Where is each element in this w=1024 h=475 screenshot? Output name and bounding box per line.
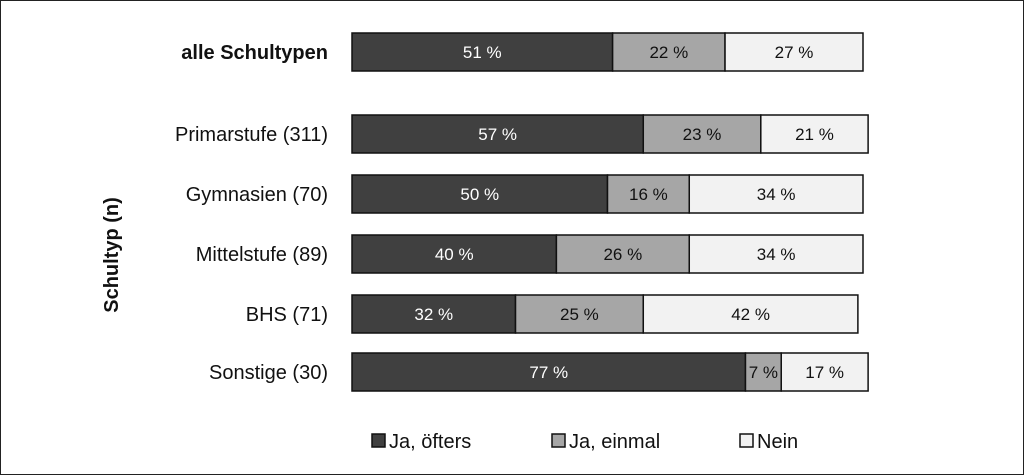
bar-segment bbox=[642, 294, 859, 334]
data-label: 23 % bbox=[683, 125, 722, 144]
data-label: 22 % bbox=[649, 43, 688, 62]
legend: Ja, öfters Ja, einmal Nein bbox=[371, 431, 798, 453]
bars-group: alle Schultypen 51 % 22 % 27 % Primarstufe (… bbox=[175, 32, 869, 392]
bar-segment bbox=[351, 234, 558, 274]
bar-segment bbox=[688, 174, 864, 214]
data-label: 16 % bbox=[629, 185, 668, 204]
data-label: 21 % bbox=[795, 125, 834, 144]
y-axis-label: Schultyp (n) bbox=[101, 197, 123, 313]
legend-swatch bbox=[739, 433, 754, 448]
bar-segment bbox=[611, 32, 726, 72]
bar-segment bbox=[724, 32, 864, 72]
bar-segment bbox=[760, 114, 869, 154]
bar-segment bbox=[606, 174, 691, 214]
bar-segment bbox=[351, 352, 747, 392]
data-label: 50 % bbox=[460, 185, 499, 204]
legend-label: Nein bbox=[757, 431, 798, 453]
bar-segment bbox=[514, 294, 645, 334]
bar-segment bbox=[688, 234, 864, 274]
category-label: Gymnasien (70) bbox=[186, 184, 328, 206]
data-label: 25 % bbox=[560, 305, 599, 324]
data-label: 57 % bbox=[478, 125, 517, 144]
category-label: Primarstufe (311) bbox=[175, 124, 328, 146]
category-label: Mittelstufe (89) bbox=[196, 244, 328, 266]
legend-swatch bbox=[551, 433, 566, 448]
data-label: 77 % bbox=[529, 363, 568, 382]
bar-segment bbox=[351, 114, 645, 154]
data-label: 7 % bbox=[749, 363, 778, 382]
data-label: 26 % bbox=[603, 245, 642, 264]
category-label: BHS (71) bbox=[246, 304, 328, 326]
bar-segment bbox=[555, 234, 691, 274]
category-label: Sonstige (30) bbox=[209, 362, 328, 384]
data-label: 40 % bbox=[435, 245, 474, 264]
bar-segment bbox=[351, 294, 517, 334]
legend-label: Ja, öfters bbox=[389, 431, 471, 453]
data-label: 17 % bbox=[805, 363, 844, 382]
data-label: 42 % bbox=[731, 305, 770, 324]
bar-segment bbox=[351, 174, 609, 214]
data-label: 27 % bbox=[775, 43, 814, 62]
bar-segment bbox=[780, 352, 869, 392]
legend-label: Ja, einmal bbox=[569, 431, 660, 453]
bar-segment bbox=[744, 352, 782, 392]
category-label: alle Schultypen bbox=[181, 42, 328, 64]
legend-swatch bbox=[371, 433, 386, 448]
data-label: 34 % bbox=[757, 245, 796, 264]
data-label: 34 % bbox=[757, 185, 796, 204]
data-label: 51 % bbox=[463, 43, 502, 62]
data-label: 32 % bbox=[414, 305, 453, 324]
bar-segment bbox=[351, 32, 614, 72]
bar-segment bbox=[642, 114, 762, 154]
